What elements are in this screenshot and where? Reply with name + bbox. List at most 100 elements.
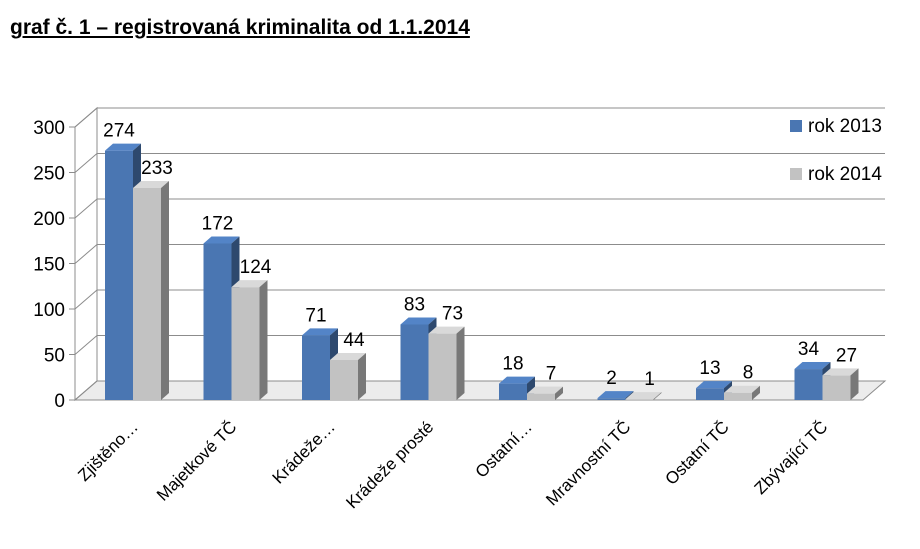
bar-rok-2013 <box>302 328 338 400</box>
gridline <box>74 244 885 264</box>
x-tick-label: Krádeže prosté <box>342 417 437 512</box>
x-tick-label: Ostatní… <box>472 417 536 481</box>
bar-rok-2014 <box>625 392 662 400</box>
gridline <box>74 380 885 401</box>
x-tick-label: Zbývající TČ <box>751 417 832 498</box>
bar-side <box>653 392 662 400</box>
bar-rok-2013 <box>499 376 535 400</box>
bar-top <box>696 381 732 389</box>
gridline <box>74 335 885 355</box>
bar-top <box>231 280 268 288</box>
floor <box>73 380 887 401</box>
bar-side <box>555 386 563 400</box>
bar-front <box>400 324 429 400</box>
y-tick-label: 100 <box>33 300 65 321</box>
x-tick-label: Zjištěno… <box>74 417 142 485</box>
bar-side <box>456 326 465 400</box>
gridline <box>74 107 885 128</box>
y-tick-label: 250 <box>33 164 65 185</box>
bar-top <box>428 326 465 334</box>
x-tick-label: Majetkové TČ <box>153 417 240 504</box>
bar-front <box>105 150 133 400</box>
data-label: 71 <box>305 305 326 326</box>
bar-top <box>597 391 634 399</box>
bar-top <box>527 386 563 394</box>
bar-rok-2014 <box>330 352 366 400</box>
bar-front <box>724 392 752 400</box>
bar-top <box>302 328 338 336</box>
data-label: 172 <box>202 213 234 234</box>
bar-rok-2014 <box>133 180 169 400</box>
data-label: 7 <box>546 364 557 385</box>
legend-swatch <box>790 168 802 180</box>
bar-front <box>597 398 626 400</box>
bar-front <box>302 335 330 400</box>
bar-front <box>822 375 851 400</box>
legend-swatch <box>790 120 802 132</box>
y-tick-label: 0 <box>54 391 65 412</box>
bar-front <box>527 393 555 400</box>
y-tick-label: 50 <box>44 346 65 367</box>
bar-front <box>231 287 260 400</box>
bar-top <box>499 376 535 384</box>
data-label: 27 <box>836 345 857 366</box>
bar-side <box>752 385 760 400</box>
gridline <box>74 153 885 173</box>
bar-front <box>330 359 358 400</box>
bar-top <box>105 143 141 151</box>
legend: rok 2013 rok 2014 <box>790 116 882 185</box>
data-label: 274 <box>103 121 135 142</box>
category-labels: Zjištěno… Majetkové TČ Krádeže… Krádeže pro… <box>74 417 831 512</box>
data-label: 13 <box>699 358 720 379</box>
x-tick-label: Krádeže… <box>269 417 339 487</box>
bar-rok-2014 <box>231 280 268 400</box>
bar-rok-2014 <box>428 326 465 400</box>
y-axis-ticks: 0 50 100 150 200 250 300 <box>33 118 76 412</box>
bar-side <box>259 280 268 400</box>
bar-top <box>794 362 831 370</box>
bar-top <box>133 180 169 188</box>
bar-side <box>850 368 859 400</box>
y-tick-label: 150 <box>33 255 65 276</box>
data-label: 18 <box>502 354 523 375</box>
y-tick-label: 300 <box>33 118 65 139</box>
data-label: 73 <box>442 304 463 325</box>
x-tick-label: Ostatní TČ <box>661 417 732 488</box>
bar-front <box>794 369 823 400</box>
data-label: 1 <box>644 369 655 390</box>
data-label: 83 <box>404 294 425 315</box>
bar-front <box>203 243 232 400</box>
data-label: 124 <box>240 257 272 278</box>
bar-rok-2013 <box>400 317 437 400</box>
bar-rok-2014 <box>822 368 859 400</box>
gridline <box>74 198 885 219</box>
data-label: 44 <box>343 330 365 351</box>
bar-front <box>133 187 161 400</box>
bar-top <box>724 385 760 393</box>
data-label: 34 <box>798 339 820 360</box>
bar-front <box>428 333 457 400</box>
bar-top <box>625 392 662 400</box>
y-tick-label: 200 <box>33 209 65 230</box>
gridline <box>74 289 885 310</box>
bar-front <box>696 388 724 400</box>
legend-label: rok 2014 <box>808 164 882 185</box>
bar-top <box>203 236 240 244</box>
data-label: 8 <box>743 363 754 384</box>
bar-rok-2014 <box>527 386 563 400</box>
x-tick-label: Mravnostní TČ <box>542 417 634 509</box>
bar-top <box>822 368 859 376</box>
bar-front <box>625 399 654 400</box>
chart-title: graf č. 1 – registrovaná kriminalita od … <box>10 16 470 39</box>
bar-side <box>161 180 169 400</box>
bar-side <box>358 352 366 400</box>
data-label: 2 <box>606 368 617 389</box>
bar-top <box>330 352 366 360</box>
data-labels: 274 233 172 124 71 44 83 73 18 7 2 1 13 8 34 27 <box>103 121 857 390</box>
bar-top <box>400 317 437 325</box>
bar-rok-2014 <box>724 385 760 400</box>
legend-label: rok 2013 <box>808 116 882 137</box>
bars <box>105 143 859 400</box>
bar-front <box>499 383 527 400</box>
